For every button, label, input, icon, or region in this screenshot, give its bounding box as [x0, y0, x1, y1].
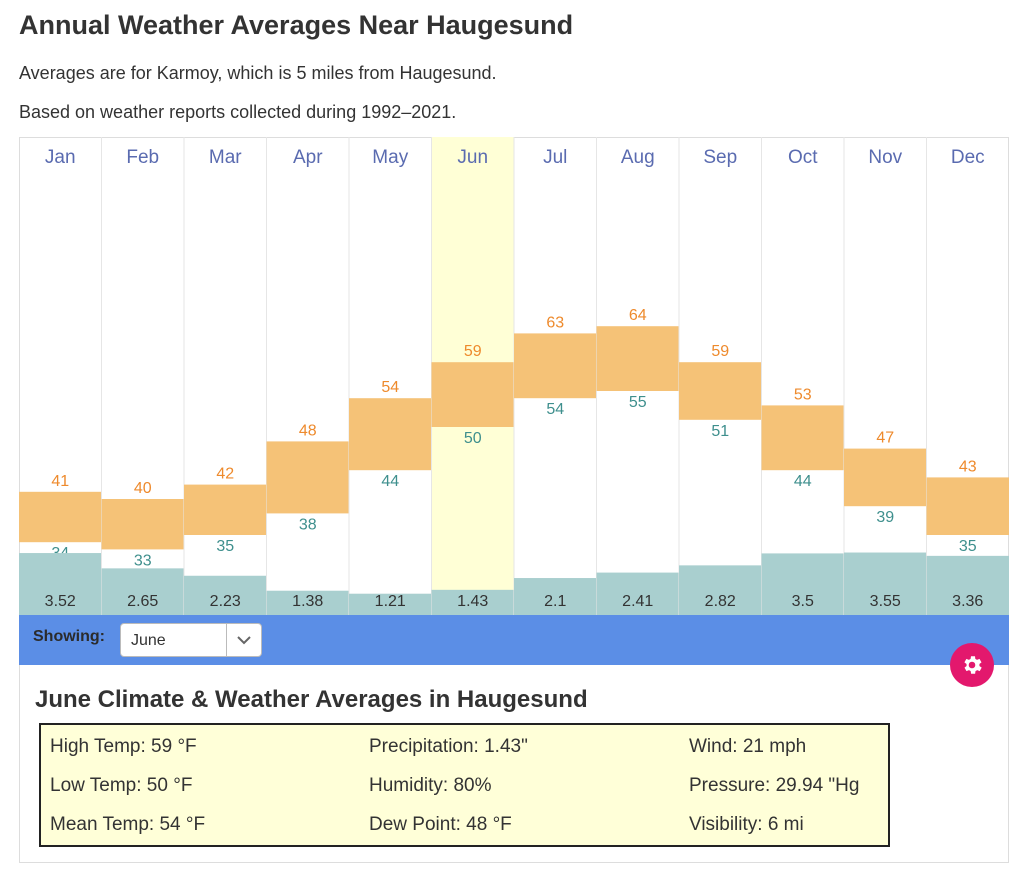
temp-bar-jan	[19, 491, 102, 543]
low-temp-label-dec: 35	[959, 538, 977, 555]
precip-label-dec: 3.36	[952, 593, 983, 610]
low-temp-label-may: 44	[381, 473, 399, 490]
month-label-sep: Sep	[703, 147, 737, 168]
precip-bar-oct	[761, 553, 844, 615]
subtitle-period: Based on weather reports collected durin…	[19, 102, 457, 122]
low-temp-label-mar: 35	[216, 538, 234, 555]
precip-bar-jan	[19, 553, 102, 615]
precip-bar-apr	[266, 590, 349, 615]
temp-bar-apr	[266, 441, 349, 514]
precip-label-jul: 2.1	[544, 593, 566, 610]
precip-label-jan: 3.52	[45, 593, 76, 610]
month-label-oct: Oct	[788, 147, 818, 168]
month-label-may: May	[372, 147, 408, 168]
high-temp-value: High Temp: 59 °F	[50, 736, 197, 757]
high-temp-label-jun: 59	[464, 343, 482, 360]
precip-bar-sep	[679, 565, 762, 615]
temp-bar-dec	[926, 477, 1009, 535]
humidity-value: Humidity: 80%	[369, 775, 492, 796]
wind-value: Wind: 21 mph	[689, 736, 807, 757]
temp-bar-sep	[679, 362, 762, 420]
month-label-jan: Jan	[45, 147, 76, 168]
temp-bar-feb	[101, 499, 184, 550]
high-temp-label-sep: 59	[711, 343, 729, 360]
precip-bar-nov	[844, 552, 927, 615]
month-select-value: June	[131, 632, 166, 649]
detail-table: High Temp: 59 °F Precipitation: 1.43" Wi…	[39, 723, 890, 847]
mean-temp-value: Mean Temp: 54 °F	[50, 814, 206, 835]
precip-label-may: 1.21	[375, 593, 406, 610]
temp-bar-nov	[844, 448, 927, 507]
low-temp-label-nov: 39	[876, 509, 894, 526]
precip-label-sep: 2.82	[705, 593, 736, 610]
month-label-dec: Dec	[951, 147, 985, 168]
low-temp-label-feb: 33	[134, 552, 152, 569]
precip-bar-feb	[101, 568, 184, 615]
high-temp-label-mar: 42	[216, 466, 234, 483]
high-temp-label-may: 54	[381, 379, 399, 396]
precip-bar-aug	[596, 572, 679, 615]
precip-label-apr: 1.38	[292, 593, 323, 610]
settings-button[interactable]	[950, 643, 994, 687]
temp-bar-jun	[431, 362, 514, 427]
month-label-apr: Apr	[293, 147, 323, 168]
high-temp-label-jan: 41	[51, 473, 69, 490]
month-label-mar: Mar	[209, 147, 242, 168]
month-select[interactable]: June	[120, 623, 262, 657]
month-label-jun: Jun	[457, 147, 488, 168]
precip-label-feb: 2.65	[127, 593, 158, 610]
precip-bar-jul	[514, 578, 597, 615]
high-temp-label-dec: 43	[959, 458, 977, 475]
precip-bar-may	[349, 593, 432, 615]
temp-bar-oct	[761, 405, 844, 471]
low-temp-label-oct: 44	[794, 473, 812, 490]
precip-bar-dec	[926, 555, 1009, 615]
precip-label-jun: 1.43	[457, 593, 488, 610]
low-temp-value: Low Temp: 50 °F	[50, 775, 193, 796]
subtitle-location: Averages are for Karmoy, which is 5 mile…	[19, 63, 497, 83]
dew-point-value: Dew Point: 48 °F	[369, 814, 512, 835]
low-temp-label-apr: 38	[299, 516, 317, 533]
climate-chart: 41343.52Jan40332.65Feb42352.23Mar48381.3…	[19, 137, 1009, 615]
high-temp-label-apr: 48	[299, 422, 317, 439]
precip-label-nov: 3.55	[870, 593, 901, 610]
month-label-aug: Aug	[621, 147, 655, 168]
chevron-down-icon[interactable]	[226, 624, 261, 656]
month-label-feb: Feb	[126, 147, 159, 168]
showing-label: Showing:	[33, 628, 105, 645]
precipitation-value: Precipitation: 1.43"	[369, 736, 528, 757]
gear-icon	[964, 656, 982, 674]
temp-bar-mar	[184, 484, 267, 535]
precip-bar-mar	[184, 575, 267, 615]
high-temp-label-feb: 40	[134, 480, 152, 497]
temp-bar-may	[349, 398, 432, 471]
detail-title: June Climate & Weather Averages in Hauge…	[35, 686, 588, 713]
pressure-value: Pressure: 29.94 "Hg	[689, 775, 860, 796]
precip-bar-jun	[431, 589, 514, 615]
low-temp-label-jun: 50	[464, 430, 482, 447]
high-temp-label-jul: 63	[546, 314, 564, 331]
page-title: Annual Weather Averages Near Haugesund	[19, 10, 574, 40]
month-selector-bar: Showing: June	[19, 615, 1009, 665]
visibility-value: Visibility: 6 mi	[689, 814, 804, 835]
precip-label-oct: 3.5	[792, 593, 814, 610]
high-temp-label-aug: 64	[629, 307, 647, 324]
temp-bar-aug	[596, 326, 679, 391]
precip-label-mar: 2.23	[210, 593, 241, 610]
precip-label-aug: 2.41	[622, 593, 653, 610]
high-temp-label-oct: 53	[794, 386, 812, 403]
low-temp-label-aug: 55	[629, 394, 647, 411]
month-label-nov: Nov	[868, 147, 902, 168]
low-temp-label-sep: 51	[711, 423, 729, 440]
month-label-jul: Jul	[543, 147, 567, 168]
high-temp-label-nov: 47	[876, 430, 894, 447]
low-temp-label-jul: 54	[546, 401, 564, 418]
temp-bar-jul	[514, 333, 597, 399]
